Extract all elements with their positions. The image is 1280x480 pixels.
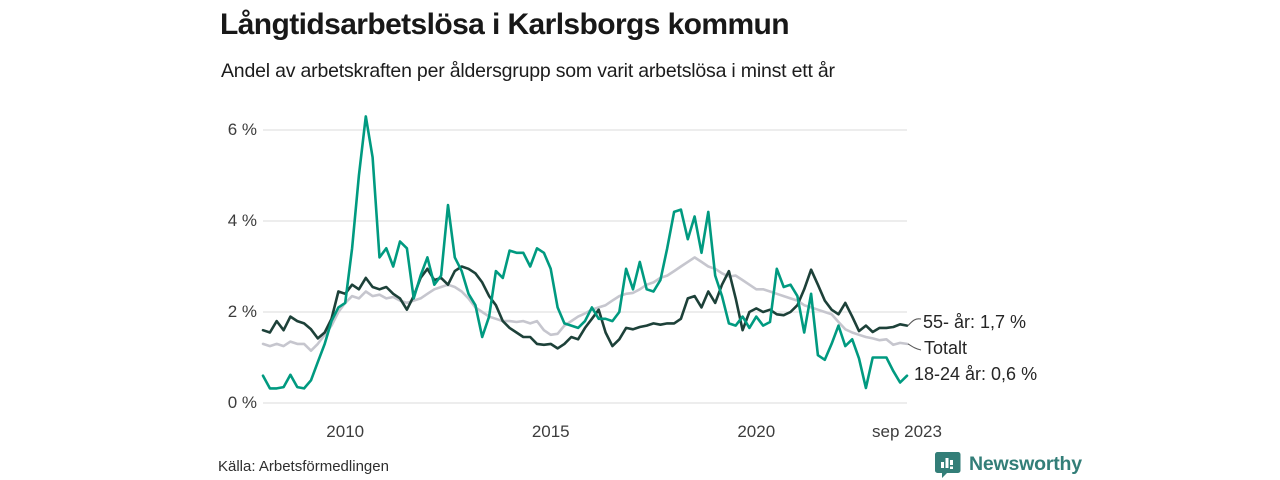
y-tick-label-2: 2 % bbox=[227, 302, 257, 321]
newsworthy-logo-icon bbox=[935, 452, 961, 478]
legend-label-18-24-ar: 18-24 år: 0,6 % bbox=[914, 364, 1038, 384]
series-line-55-r bbox=[261, 265, 909, 350]
x-tick-label-sep-2023: sep 2023 bbox=[872, 422, 942, 441]
series-lines bbox=[261, 115, 909, 390]
page-title: Långtidsarbetslösa i Karlsborgs kommun bbox=[220, 8, 790, 41]
brand: Newsworthy bbox=[934, 451, 1082, 478]
x-tick-label-2010: 2010 bbox=[326, 422, 365, 441]
legend-label-totalt: Totalt bbox=[924, 338, 968, 358]
x-tick-label-2020: 2020 bbox=[737, 422, 776, 441]
y-tick-label-4: 4 % bbox=[227, 211, 257, 230]
legend-connectors bbox=[907, 318, 922, 351]
y-tick-label-0: 0 % bbox=[227, 393, 257, 412]
source-note: Källa: Arbetsförmedlingen bbox=[218, 458, 389, 475]
y-tick-label-6: 6 % bbox=[227, 120, 257, 139]
legend-label-55-ar: 55- år: 1,7 % bbox=[923, 312, 1027, 332]
chart-subtitle: Andel av arbetskraften per åldersgrupp s… bbox=[221, 60, 835, 82]
connector-totalt bbox=[907, 343, 922, 351]
connector-55-ar bbox=[907, 318, 922, 327]
series-line-18-24-r bbox=[261, 115, 909, 390]
brand-name: Newsworthy bbox=[969, 453, 1082, 475]
x-tick-label-2015: 2015 bbox=[531, 422, 570, 441]
